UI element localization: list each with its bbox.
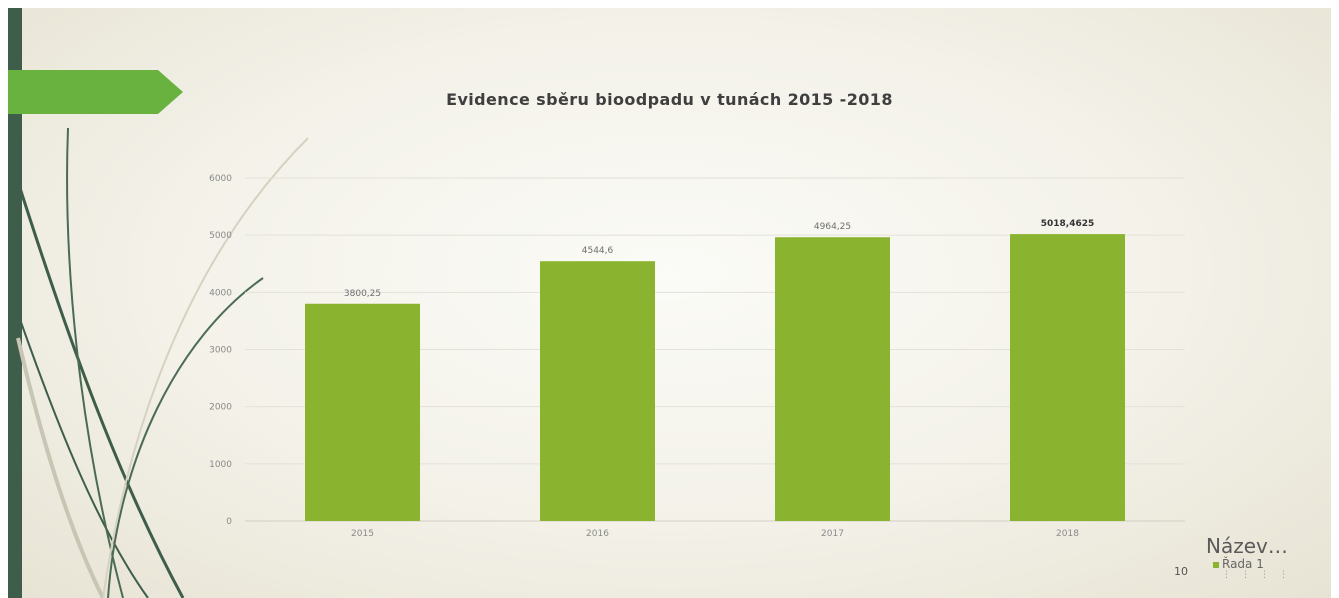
y-tick-label: 6000 bbox=[209, 174, 232, 184]
data-label: 4964,25 bbox=[814, 222, 851, 232]
bar bbox=[305, 303, 420, 521]
bar bbox=[540, 261, 655, 521]
y-tick-label: 0 bbox=[226, 517, 232, 527]
legend-entry: Řada 1 bbox=[1213, 557, 1264, 571]
x-tick-label: 2018 bbox=[1056, 529, 1079, 539]
bar bbox=[775, 237, 890, 521]
y-tick-label: 1000 bbox=[209, 460, 232, 470]
legend-series-name: Řada 1 bbox=[1222, 557, 1264, 571]
legend-dots: ⋮⋮⋮⋮ bbox=[1222, 570, 1298, 580]
x-tick-label: 2016 bbox=[586, 529, 609, 539]
bar bbox=[1010, 234, 1125, 522]
arrow-tab-shape bbox=[8, 70, 183, 114]
decorative-swooshes bbox=[15, 127, 309, 598]
y-tick-label: 3000 bbox=[209, 346, 232, 356]
y-tick-label: 5000 bbox=[209, 231, 232, 241]
x-tick-label: 2015 bbox=[351, 529, 374, 539]
y-tick-label: 4000 bbox=[209, 288, 232, 298]
legend-swatch bbox=[1213, 561, 1219, 568]
data-label: 5018,4625 bbox=[1041, 219, 1095, 229]
page-number: 10 bbox=[1174, 565, 1188, 578]
y-tick-label: 2000 bbox=[209, 403, 232, 413]
left-accent-bar bbox=[8, 8, 22, 598]
data-label: 3800,25 bbox=[344, 289, 381, 299]
legend-title: Název… bbox=[1206, 534, 1288, 558]
chart-title: Evidence sběru bioodpadu v tunách 2015 -… bbox=[446, 90, 893, 109]
data-label: 4544,6 bbox=[582, 246, 614, 256]
x-tick-label: 2017 bbox=[821, 529, 844, 539]
